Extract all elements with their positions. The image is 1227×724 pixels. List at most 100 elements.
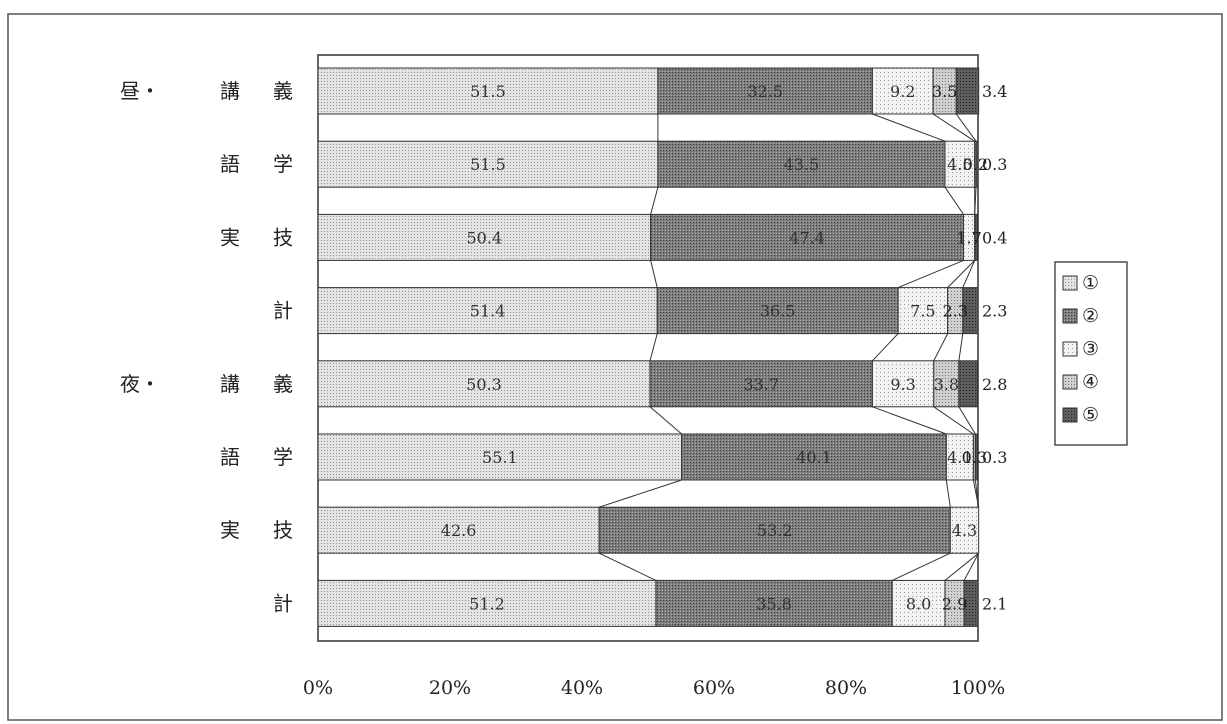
bar-value-label: 7.5	[910, 302, 935, 321]
bar-segment	[656, 287, 899, 335]
connector-line	[650, 260, 658, 288]
connector-line	[974, 187, 977, 215]
connector-line	[932, 113, 975, 142]
bar-value-label: 9.3	[890, 375, 915, 394]
connector-line	[962, 260, 976, 288]
connector-line	[891, 552, 951, 581]
category-label: 実	[220, 225, 240, 249]
figure-border	[7, 13, 1223, 721]
category-label: 学	[273, 445, 293, 469]
bar-value-label: 3.8	[934, 375, 959, 394]
bar-segment	[657, 67, 873, 115]
bar-segment	[650, 213, 964, 261]
bar-value-label: 4.1	[947, 448, 972, 467]
legend-entry: ①	[1082, 272, 1099, 294]
bar-segment	[598, 506, 951, 554]
bar-value-label: 50.3	[466, 375, 502, 394]
connector-line	[649, 333, 658, 361]
bar-segment	[317, 579, 657, 627]
category-label: 語	[220, 445, 240, 469]
legend-swatch	[1062, 341, 1078, 357]
connector-line	[945, 479, 951, 508]
bar-segment	[317, 213, 652, 261]
bar-value-label: 51.5	[470, 82, 506, 101]
bar-value-label: 42.6	[441, 521, 477, 540]
x-tick-label: 100%	[951, 677, 1005, 699]
bar-segment	[974, 213, 978, 261]
legend-entry: ③	[1082, 338, 1099, 360]
bar-segment	[963, 579, 979, 627]
category-label: 技	[273, 518, 293, 542]
legend-swatch	[1062, 275, 1078, 291]
bar-value-label: 36.5	[760, 302, 796, 321]
bar-value-label: 50.4	[467, 228, 503, 247]
connector-line	[649, 406, 682, 435]
connector-line	[974, 479, 980, 508]
bar-value-label: 43.5	[784, 155, 820, 174]
bar-value-label: 3.5	[932, 82, 957, 101]
connector-line	[944, 186, 964, 215]
bar-value-label: 51.5	[470, 155, 506, 174]
group-label: 夜・	[120, 372, 160, 396]
bar-value-label: 53.2	[757, 521, 793, 540]
bar-value-label: 40.1	[796, 448, 832, 467]
connector-line	[599, 479, 682, 508]
bar-value-label: 2.3	[943, 302, 968, 321]
bar-segment	[958, 360, 978, 408]
legend-swatch	[1062, 308, 1078, 324]
x-tick-label: 80%	[825, 677, 867, 699]
bar-value-label: 8.0	[906, 594, 931, 613]
bar-value-label: 51.2	[469, 594, 505, 613]
x-tick-label: 0%	[303, 677, 333, 699]
legend-entry: ②	[1082, 305, 1099, 327]
bar-value-label: 3.4	[982, 82, 1007, 101]
x-axis-ticks: 0% 20% 40% 60% 80% 100%	[303, 677, 1005, 699]
bar-segment	[649, 360, 873, 408]
bar-value-label: 4.3	[952, 521, 977, 540]
bar-segment	[317, 67, 659, 115]
group-label: 昼・	[120, 79, 160, 103]
bar-value-label: 2.3	[982, 302, 1007, 321]
legend-entry: ⑤	[1082, 404, 1099, 426]
legend: ① ② ③ ④ ⑤	[1054, 261, 1128, 446]
category-label: 義	[273, 79, 293, 103]
category-label: 語	[220, 152, 240, 176]
category-label: 計	[273, 299, 293, 323]
bar-value-label: 0.2	[963, 155, 988, 174]
bar-segment	[944, 140, 976, 188]
bar-segment	[955, 67, 980, 115]
bar-segment	[317, 360, 651, 408]
bar-segment	[891, 579, 946, 627]
category-label: 実	[220, 518, 240, 542]
bar-segment	[962, 287, 979, 335]
bar-segment	[317, 287, 658, 335]
bar-value-label: 2.1	[982, 594, 1007, 613]
connector-line	[872, 333, 899, 362]
x-tick-label: 40%	[561, 677, 603, 699]
bar-value-label: 51.4	[470, 302, 506, 321]
bar-labels: 51.5 32.5 9.2 3.5 3.451.5 43.5 4.50.20.350.4 47…	[441, 82, 1008, 613]
category-label: 学	[273, 152, 293, 176]
bar-segment	[657, 140, 946, 188]
bar-value-label: 47.4	[789, 228, 825, 247]
connector-line	[955, 113, 977, 142]
legend-entry: ④	[1082, 371, 1099, 393]
bar-segment	[317, 433, 683, 481]
legend-swatch	[1062, 374, 1078, 390]
bar-value-label: 0.3	[962, 448, 987, 467]
x-tick-label: 60%	[693, 677, 735, 699]
connector-line	[944, 552, 979, 581]
plot-area	[317, 54, 979, 642]
bar-segment	[897, 287, 949, 335]
bar-value-label: 32.5	[747, 82, 783, 101]
category-label: 計	[273, 591, 293, 615]
row-labels: 講義語 学実 技計講 義語 学実 技計	[220, 79, 293, 615]
connector-line	[963, 552, 980, 581]
legend-swatch	[1062, 407, 1078, 423]
bar-value-label: 0.4	[982, 228, 1007, 247]
bar-value-label: 1.7	[956, 228, 981, 247]
connector-line	[872, 113, 946, 142]
bar-value-label: 0.3	[982, 155, 1007, 174]
group-labels: 昼・夜・	[120, 79, 160, 396]
